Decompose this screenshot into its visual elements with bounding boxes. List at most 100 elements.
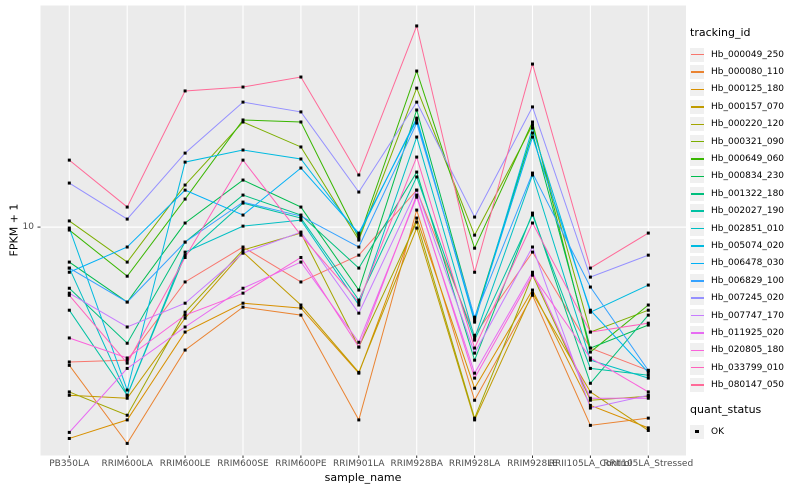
data-point [646,368,650,372]
data-point [473,233,477,237]
data-point [357,253,361,257]
data-point [183,348,187,352]
legend-key-line-icon [690,262,704,265]
data-point [415,121,419,125]
legend-item-Hb_000080_110: Hb_000080_110 [690,63,798,80]
x-tick-label: PB350LA [49,459,90,469]
legend-key-line-icon [690,140,704,143]
x-tick-label: RRIM600LE [159,459,211,469]
data-point [473,398,477,402]
data-point [183,313,187,317]
data-point [125,393,129,397]
data-point [241,200,245,204]
legend-item-Hb_000049_250: Hb_000049_250 [690,46,798,63]
data-point [241,305,245,309]
data-point [531,273,534,277]
data-point [183,240,187,244]
data-point [415,216,419,220]
data-point [183,255,187,259]
data-point [357,288,361,292]
legend-title-quant: quant_status [690,402,762,416]
legend-item-label: Hb_000125_180 [711,84,785,95]
legend: tracking_id Hb_000049_250 Hb_000080_110 Hb… [690,26,798,440]
legend-item-Hb_033799_010: Hb_033799_010 [690,359,798,376]
data-point [531,213,534,217]
legend-item-Hb_002027_190: Hb_002027_190 [690,203,798,220]
x-axis-title: sample_name [324,471,402,484]
legend-key-line-icon [690,53,704,56]
legend-item-label: Hb_000080_110 [711,67,785,78]
legend-item-Hb_011925_020: Hb_011925_020 [690,324,798,341]
data-point [588,406,592,410]
legend-item-label: Hb_011925_020 [711,327,785,338]
legend-item-label: Hb_001322_180 [711,188,785,199]
data-point [67,226,71,230]
data-point [67,181,71,185]
data-point [183,160,187,164]
data-point [299,313,303,317]
data-point [67,266,71,270]
data-point [241,213,245,217]
data-point [531,245,534,249]
legend-key [690,256,704,271]
data-point [415,24,419,28]
data-point [67,436,71,440]
data-point [183,197,187,201]
data-point [646,428,650,432]
data-point [415,226,419,230]
data-point [415,118,419,122]
legend-key [690,291,704,306]
data-point [588,381,592,385]
data-point [299,75,303,79]
legend-key-line-icon [690,384,704,386]
legend-key-line-icon [690,158,704,160]
data-point [125,245,129,249]
data-point [646,321,650,325]
legend-key-line-icon [690,332,704,334]
legend-key-line-icon [690,123,704,125]
legend-item-Hb_080147_050: Hb_080147_050 [690,376,798,393]
data-point [357,233,361,237]
data-point [357,311,361,315]
legend-key-line-icon [690,88,704,91]
data-point [357,300,361,304]
data-point [183,301,187,305]
legend-item-label: Hb_007747_170 [711,310,785,321]
legend-item-label: Hb_000220_120 [711,119,785,130]
data-point [415,188,419,192]
data-point [241,178,245,182]
data-point [588,398,592,402]
data-point [473,376,477,380]
data-point [299,260,303,264]
legend-item-label: Hb_000649_060 [711,154,785,165]
legend-item-label: Hb_002851_010 [711,223,785,234]
legend-tracking-items: Hb_000049_250 Hb_000080_110 Hb_000125_180 H… [690,46,798,394]
data-point [299,145,303,149]
data-point [531,173,534,177]
quant-legend-item: OK [690,423,798,440]
panel-background [40,5,686,456]
legend-key [690,65,704,80]
legend-item-Hb_001322_180: Hb_001322_180 [690,185,798,202]
data-point [357,173,361,177]
data-point [299,233,303,237]
data-point [299,255,303,259]
data-point [183,183,187,187]
data-point [357,266,361,270]
data-point [415,195,419,199]
data-point [415,155,419,159]
data-point [646,390,650,394]
data-point [531,221,534,225]
data-point [646,308,650,312]
legend-item-Hb_000321_090: Hb_000321_090 [690,133,798,150]
legend-key [690,325,704,340]
data-point [299,205,303,209]
data-point [67,430,71,434]
legend-key [690,169,704,184]
data-point [183,151,187,155]
legend-item-label: Hb_020805_180 [711,345,785,356]
data-point [241,85,245,89]
data-point [473,318,477,322]
data-point [415,86,419,90]
legend-key [690,152,704,167]
